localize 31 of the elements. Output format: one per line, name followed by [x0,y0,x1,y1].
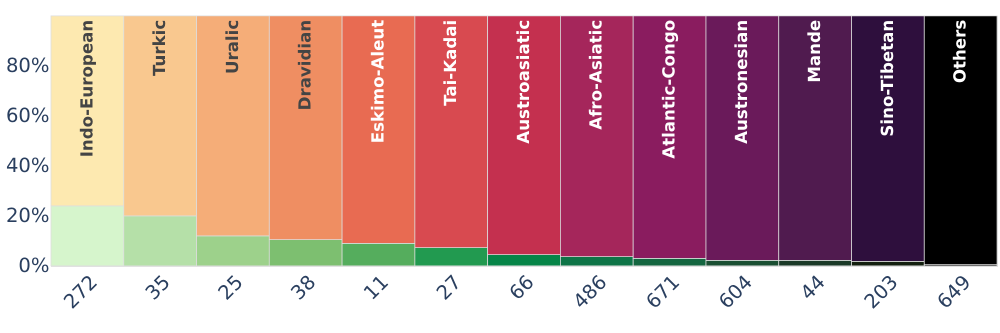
x-tick-label: 25 [214,270,248,304]
x-tick-label: 649 [932,270,976,314]
annotation: Uralic [222,20,242,74]
annotation: Indo-European [77,20,96,158]
x-tick-label: 604 [714,270,757,314]
y-tick-label: 60% [6,104,50,128]
y-tick-label: 0% [18,254,50,278]
annotation: Turkic [150,20,170,76]
y-tick-label: 20% [6,204,50,228]
x-tick-label: 203 [860,270,903,314]
x-tick-label: 11 [359,270,394,304]
annotation: Sino-Tibetan [878,20,897,137]
y-tick-label: 40% [6,154,50,178]
x-tick-label: 38 [286,270,320,304]
annotation: Eskimo-Aleut [368,20,388,144]
x-tick-label: 272 [59,270,102,314]
annotation: Austronesian [732,20,752,144]
y-tick-label: 80% [6,54,50,78]
annotation: Others [950,20,970,84]
annotation: Austroasiatic [514,20,533,144]
x-tick-label: 486 [568,270,612,314]
annotation: Atlantic-Congo [659,20,678,159]
annotation: Tai-Kadai [441,20,460,106]
x-tick-label: 44 [796,270,830,304]
x-tick-label: 66 [504,270,539,304]
annotation: Mande [805,20,824,83]
x-tick-label: 27 [432,270,466,304]
annotation: Afro-Asiatic [586,20,606,130]
x-tick-label: 35 [140,270,175,304]
annotation: Dravidian [296,20,315,110]
x-tick-label: 671 [641,270,684,314]
